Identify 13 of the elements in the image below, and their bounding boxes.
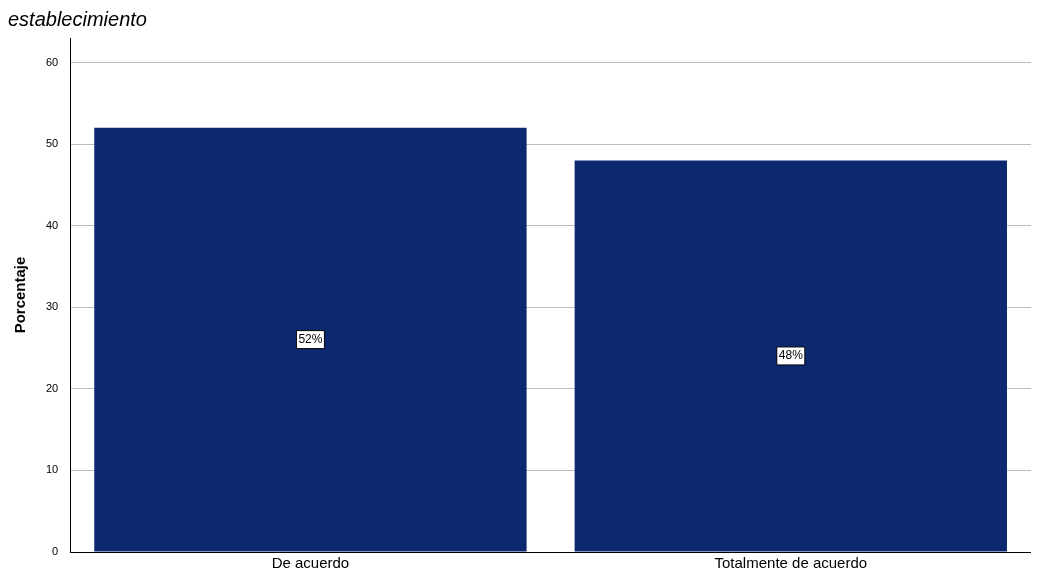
y-axis-title: Porcentaje [11, 256, 29, 334]
y-tick-label: 30 [45, 300, 59, 313]
x-tick-label: Totalmente de acuerdo [714, 554, 868, 572]
y-tick-label: 10 [45, 463, 59, 476]
y-tick-label: 60 [45, 55, 59, 68]
data-label: 52% [298, 331, 323, 346]
data-label: 48% [778, 348, 804, 363]
chart-title: establecimiento [8, 7, 147, 30]
y-tick-label: 20 [45, 381, 59, 394]
y-tick-label: 40 [45, 218, 59, 231]
y-tick-label: 0 [52, 545, 59, 558]
y-tick-label: 50 [45, 137, 59, 150]
x-tick-label: De acuerdo [271, 554, 350, 572]
